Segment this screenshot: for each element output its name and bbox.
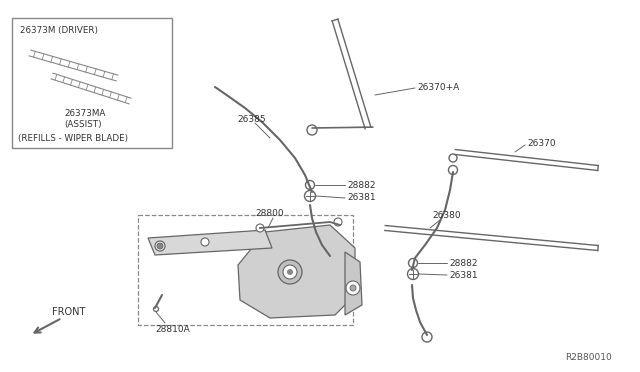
Text: 28882: 28882 bbox=[449, 259, 477, 267]
Circle shape bbox=[449, 154, 457, 162]
Text: R2B80010: R2B80010 bbox=[565, 353, 612, 362]
Circle shape bbox=[154, 307, 159, 311]
Circle shape bbox=[422, 332, 432, 342]
Bar bbox=[12, 18, 172, 148]
Text: 26380: 26380 bbox=[432, 211, 461, 219]
Circle shape bbox=[350, 285, 356, 291]
Text: 26370+A: 26370+A bbox=[417, 83, 460, 93]
Text: (REFILLS - WIPER BLADE): (REFILLS - WIPER BLADE) bbox=[18, 134, 128, 142]
Polygon shape bbox=[238, 225, 355, 318]
Text: 26385: 26385 bbox=[237, 115, 266, 125]
Circle shape bbox=[305, 180, 314, 189]
Polygon shape bbox=[148, 230, 272, 255]
Polygon shape bbox=[345, 252, 362, 315]
Circle shape bbox=[305, 190, 316, 202]
Circle shape bbox=[408, 259, 417, 267]
Text: 28882: 28882 bbox=[347, 180, 376, 189]
Circle shape bbox=[201, 238, 209, 246]
Text: 26370: 26370 bbox=[527, 138, 556, 148]
Bar bbox=[138, 215, 353, 325]
Text: (ASSIST): (ASSIST) bbox=[64, 121, 102, 129]
Text: FRONT: FRONT bbox=[52, 307, 85, 317]
Circle shape bbox=[278, 260, 302, 284]
Text: 26373MA: 26373MA bbox=[64, 109, 106, 118]
Circle shape bbox=[346, 281, 360, 295]
Text: 26381: 26381 bbox=[347, 193, 376, 202]
Circle shape bbox=[283, 265, 297, 279]
Text: 26373M (DRIVER): 26373M (DRIVER) bbox=[20, 26, 98, 35]
Circle shape bbox=[155, 241, 165, 251]
Circle shape bbox=[325, 262, 335, 272]
Text: 28800: 28800 bbox=[255, 208, 284, 218]
Circle shape bbox=[334, 218, 342, 226]
Circle shape bbox=[307, 125, 317, 135]
Text: 26381: 26381 bbox=[449, 270, 477, 279]
Text: 28810A: 28810A bbox=[155, 326, 189, 334]
Circle shape bbox=[408, 269, 419, 279]
Circle shape bbox=[256, 224, 264, 232]
Circle shape bbox=[326, 253, 334, 261]
Circle shape bbox=[157, 243, 163, 249]
Circle shape bbox=[449, 166, 458, 174]
Circle shape bbox=[287, 269, 293, 275]
